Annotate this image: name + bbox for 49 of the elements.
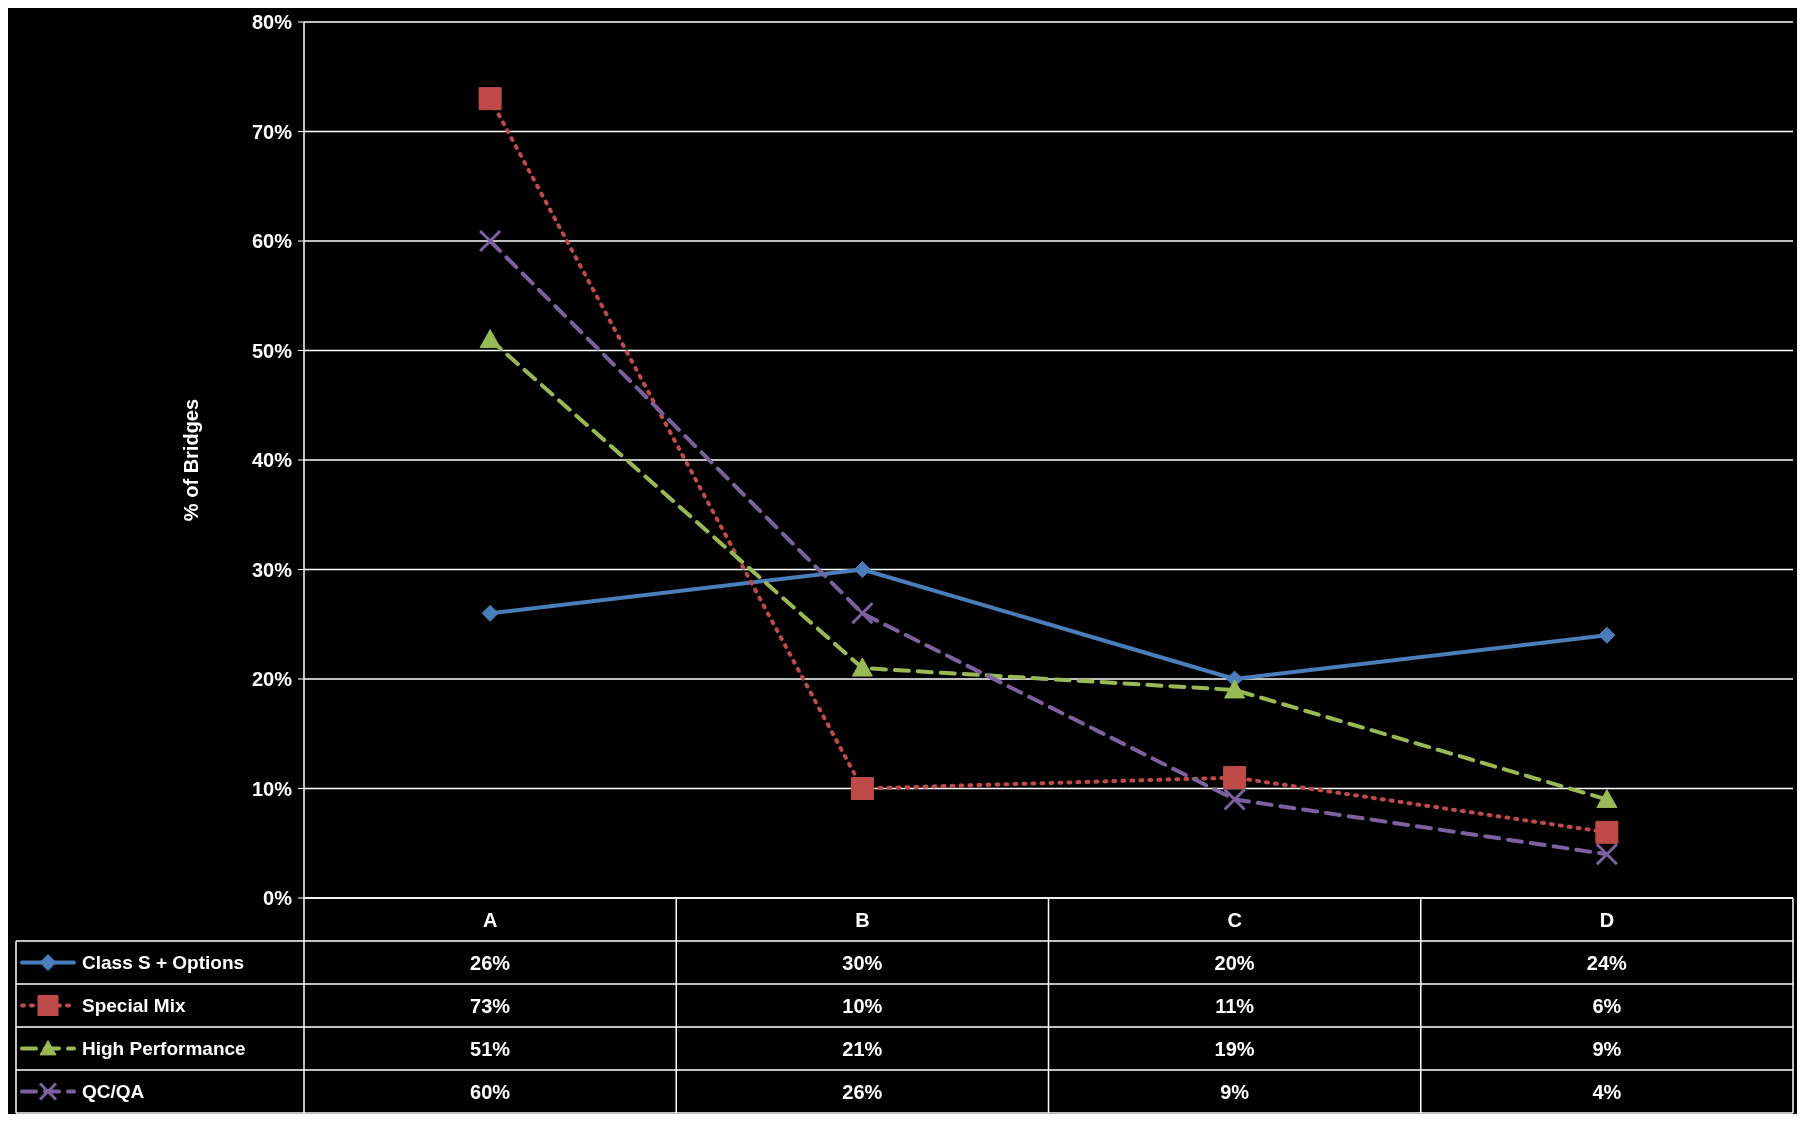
point: [1224, 679, 1246, 699]
y-tick-label: 20%: [251, 668, 293, 690]
legend-label: Special Mix: [82, 995, 186, 1017]
data-label: 6%: [1592, 994, 1622, 1017]
point: [479, 329, 501, 349]
data-label: 51%: [470, 1037, 511, 1060]
data-label: 60%: [470, 1080, 511, 1103]
data-label: 26%: [470, 951, 511, 974]
point: [478, 229, 502, 253]
y-tick-label: 10%: [251, 777, 293, 800]
y-tick-label: 30%: [251, 558, 293, 581]
point: [1223, 766, 1247, 790]
x-tick-label: B: [855, 908, 870, 931]
data-label: 73%: [470, 994, 511, 1017]
point: [1595, 842, 1619, 866]
data-label: 9%: [1220, 1080, 1250, 1103]
point: [853, 561, 871, 578]
data-label: 30%: [842, 951, 883, 974]
data-label: 26%: [842, 1080, 883, 1103]
point: [1223, 787, 1247, 811]
point: [481, 604, 499, 622]
point: [1596, 788, 1618, 808]
point: [850, 777, 874, 800]
data-label: 21%: [842, 1037, 883, 1060]
y-tick-label: 80%: [251, 11, 293, 33]
x-tick-label: D: [1599, 908, 1615, 931]
data-label: 19%: [1214, 1037, 1255, 1060]
legend-label: QC/QA: [82, 1081, 145, 1103]
y-tick-label: 60%: [251, 230, 293, 252]
y-tick-label: 0%: [263, 887, 293, 909]
point: [1598, 626, 1616, 644]
legend-label: High Performance: [82, 1038, 246, 1060]
point: [478, 87, 502, 111]
y-tick-label: 70%: [251, 120, 293, 143]
point: [850, 601, 874, 625]
data-label: 10%: [842, 994, 883, 1017]
point: [851, 657, 873, 677]
y-tick-label: 40%: [251, 449, 293, 471]
x-tick-label: C: [1227, 908, 1242, 931]
y-axis-title: % of Bridges: [180, 398, 202, 522]
data-label: 9%: [1592, 1037, 1622, 1060]
legend-label: Class S + Options: [82, 952, 245, 974]
data-label: 20%: [1214, 951, 1255, 974]
y-tick-label: 50%: [251, 339, 293, 362]
data-label: 24%: [1586, 951, 1628, 974]
x-tick-label: A: [482, 908, 498, 931]
data-label: 11%: [1215, 994, 1255, 1017]
data-label: 4%: [1592, 1080, 1622, 1103]
point: [1595, 820, 1619, 844]
